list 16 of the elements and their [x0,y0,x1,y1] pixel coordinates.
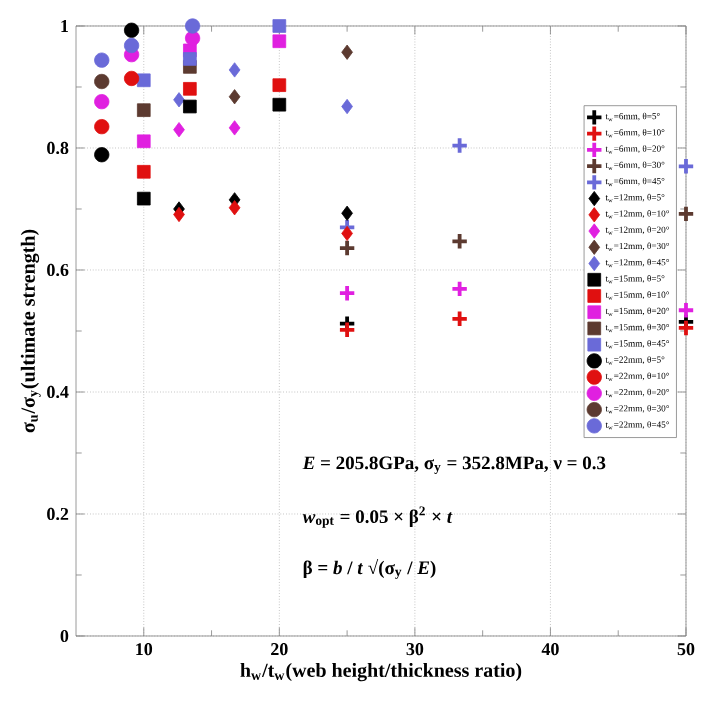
y-tick-label: 0.8 [47,141,69,155]
x-tick-label: 20 [271,643,288,656]
annotation: E = 205.8GPa, σ$_{y}$ = 352.8MPa, ν = 0.3 [302,456,606,474]
x-tick-label: 10 [136,643,153,656]
y-axis-title: σ$_{u}$/σ$_{y}$(ultimate strength) [20,229,41,433]
y-tick-label: 0.2 [47,507,69,521]
y-tick-label: 0.6 [47,263,69,277]
y-tick-label: 0 [60,629,69,643]
text: β = b / t √(σ$_{y}$ / E) [303,558,436,579]
annotation: w$_{opt}$ = 0.05 × β$^{2}$ × t [302,506,453,528]
y-tick-label: 1 [61,20,68,32]
x-tick-label: 50 [677,643,695,656]
x-axis-title: h$_{w}$/t$_{w}$(web height/thickness ratio) [240,662,522,682]
x-tick-label: 40 [541,643,559,656]
x-tick-label: 30 [406,643,424,656]
y-tick-label: 0.4 [47,385,69,399]
